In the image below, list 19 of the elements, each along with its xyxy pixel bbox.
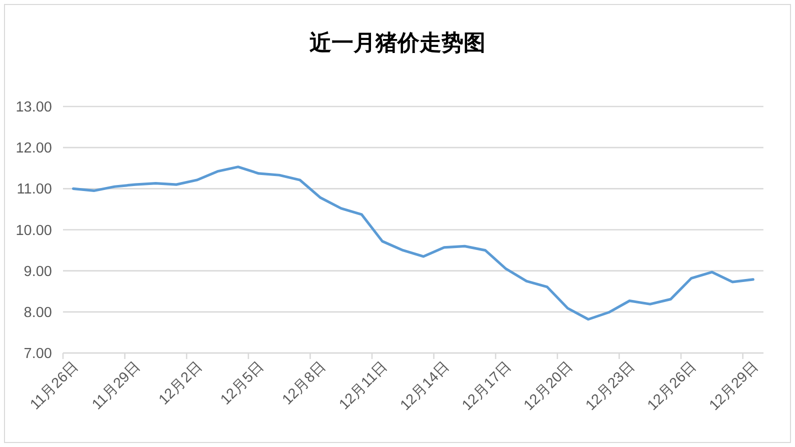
y-tick-label: 13.00 <box>16 100 52 116</box>
y-tick-label: 10.00 <box>16 222 52 239</box>
x-tick-label: 12月26日 <box>644 358 700 414</box>
x-tick-label: 11月29日 <box>89 358 144 414</box>
chart-title: 近一月猪价走势图 <box>308 30 486 55</box>
line-series <box>72 166 754 321</box>
x-tick-label: 12月11日 <box>336 358 392 414</box>
x-tick-label: 12月2日 <box>156 358 206 408</box>
y-tick-label: 12.00 <box>16 140 52 157</box>
x-tick-label: 12月29日 <box>706 358 762 414</box>
x-tick-label: 12月8日 <box>280 358 330 408</box>
x-tick-label: 12月14日 <box>398 358 453 414</box>
x-tick-label: 12月5日 <box>218 358 268 408</box>
x-tick-label: 12月23日 <box>582 358 638 414</box>
y-tick-label: 8.00 <box>24 304 52 321</box>
y-tick-label: 11.00 <box>16 182 52 198</box>
x-tick-label: 12月17日 <box>459 358 515 414</box>
y-tick-label: 9.00 <box>24 264 52 280</box>
x-tick-label: 12月20日 <box>521 358 577 414</box>
